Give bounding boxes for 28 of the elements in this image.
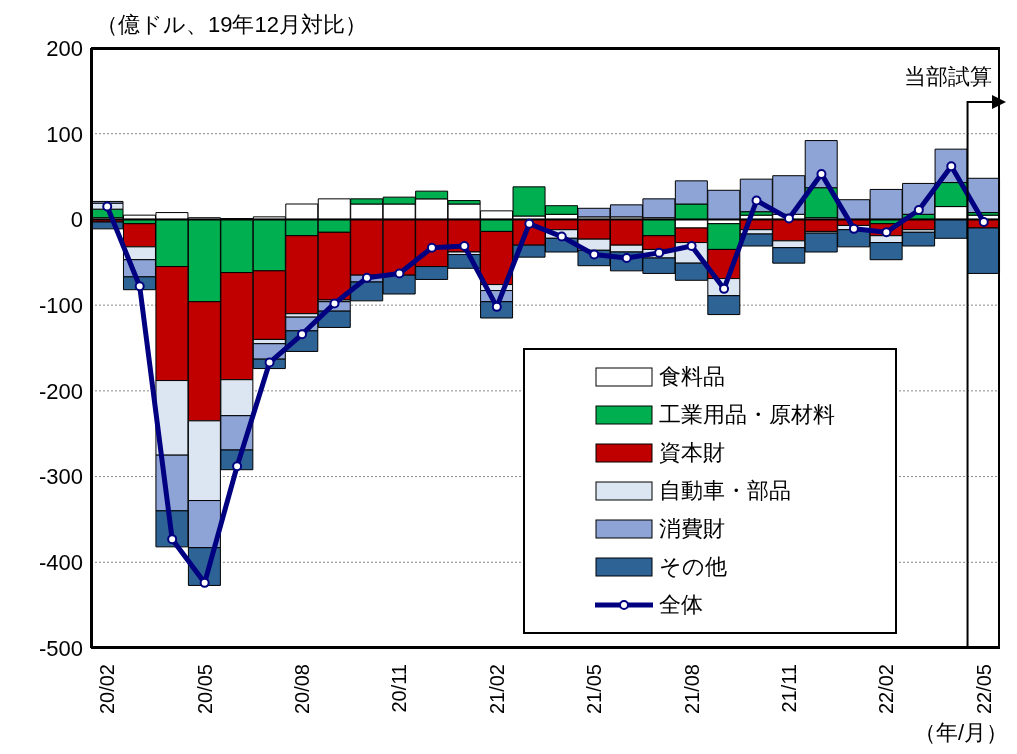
legend-label: その他 xyxy=(659,553,727,581)
legend-label: 資本財 xyxy=(659,439,725,467)
legend-label: 自動車・部品 xyxy=(659,477,791,505)
y-tick-label: -300 xyxy=(38,464,83,490)
annotation: 当部試算 xyxy=(904,63,992,91)
y-tick-label: -400 xyxy=(38,550,83,576)
legend-label: 全体 xyxy=(659,591,703,619)
x-tick-label: 22/02 xyxy=(875,664,898,715)
x-tick-label: 20/08 xyxy=(291,664,314,715)
y-tick-label: -200 xyxy=(38,378,83,404)
legend-label: 食料品 xyxy=(659,363,725,391)
y-tick-label: 100 xyxy=(46,121,83,147)
x-tick-label: 21/08 xyxy=(680,664,703,715)
y-tick-label: 0 xyxy=(70,207,83,233)
y-tick-label: 200 xyxy=(46,35,83,61)
x-tick-label: 21/11 xyxy=(777,664,800,713)
x-tick-label: 21/05 xyxy=(583,664,606,715)
x-tick-label: 21/02 xyxy=(485,664,508,715)
x-tick-label: 20/05 xyxy=(193,664,216,715)
y-tick-label: -500 xyxy=(38,635,83,661)
legend-label: 消費財 xyxy=(659,515,725,543)
y-tick-label: -100 xyxy=(38,292,83,318)
x-tick-label: 22/05 xyxy=(972,664,995,715)
x-axis-title: （年/月） xyxy=(913,719,1008,747)
x-tick-label: 20/11 xyxy=(388,664,411,713)
y-axis-title: （億ドル、19年12月対比） xyxy=(96,11,367,39)
x-tick-label: 20/02 xyxy=(96,664,119,715)
legend-label: 工業用品・原材料 xyxy=(659,401,835,429)
